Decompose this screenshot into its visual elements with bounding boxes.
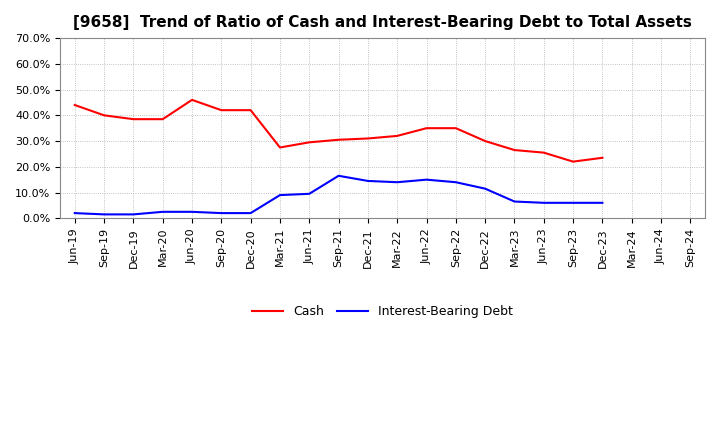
Interest-Bearing Debt (217, 210, 225, 216)
Legend: Cash, Interest-Bearing Debt: Cash, Interest-Bearing Debt (247, 300, 518, 323)
Cash (100, 113, 109, 118)
Cash (598, 155, 607, 161)
Interest-Bearing Debt (71, 210, 79, 216)
Interest-Bearing Debt (188, 209, 197, 214)
Interest-Bearing Debt (393, 180, 402, 185)
Cash (393, 133, 402, 139)
Interest-Bearing Debt (364, 178, 372, 183)
Cash (510, 147, 519, 153)
Interest-Bearing Debt (129, 212, 138, 217)
Cash (539, 150, 548, 155)
Cash (481, 139, 490, 144)
Cash (334, 137, 343, 143)
Line: Cash: Cash (75, 100, 603, 161)
Line: Interest-Bearing Debt: Interest-Bearing Debt (75, 176, 603, 214)
Interest-Bearing Debt (539, 200, 548, 205)
Cash (276, 145, 284, 150)
Cash (422, 125, 431, 131)
Interest-Bearing Debt (481, 186, 490, 191)
Cash (451, 125, 460, 131)
Interest-Bearing Debt (569, 200, 577, 205)
Interest-Bearing Debt (158, 209, 167, 214)
Cash (246, 107, 255, 113)
Interest-Bearing Debt (334, 173, 343, 179)
Cash (71, 103, 79, 108)
Interest-Bearing Debt (305, 191, 314, 196)
Cash (569, 159, 577, 164)
Cash (364, 136, 372, 141)
Interest-Bearing Debt (598, 200, 607, 205)
Interest-Bearing Debt (276, 192, 284, 198)
Cash (158, 117, 167, 122)
Cash (217, 107, 225, 113)
Interest-Bearing Debt (510, 199, 519, 204)
Cash (305, 139, 314, 145)
Interest-Bearing Debt (451, 180, 460, 185)
Interest-Bearing Debt (422, 177, 431, 182)
Interest-Bearing Debt (100, 212, 109, 217)
Cash (188, 97, 197, 103)
Cash (129, 117, 138, 122)
Title: [9658]  Trend of Ratio of Cash and Interest-Bearing Debt to Total Assets: [9658] Trend of Ratio of Cash and Intere… (73, 15, 692, 30)
Interest-Bearing Debt (246, 210, 255, 216)
